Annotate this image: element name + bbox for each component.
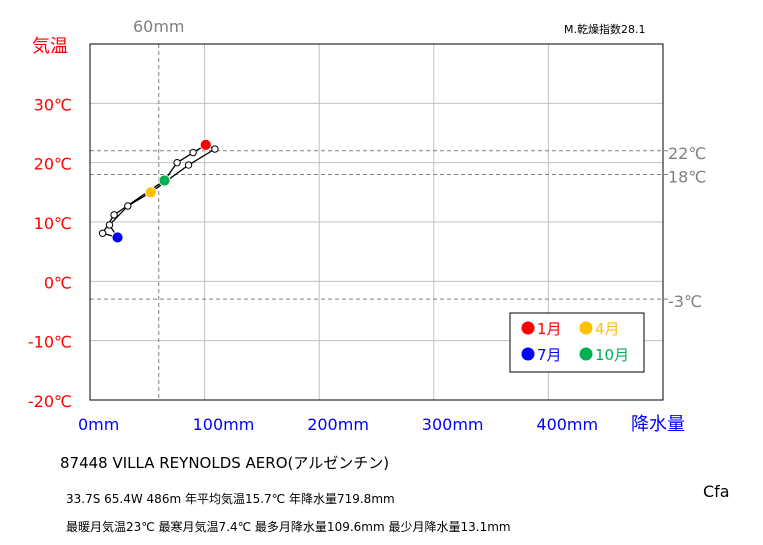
plot-frame [89,43,664,401]
legend: 1月 4月 7月 10月 [509,312,645,373]
y-tick-label: -20℃ [28,392,72,411]
reference-lines: 60mm 22℃ 18℃ -3℃ [90,17,706,400]
station-info-line1: 33.7S 65.4W 486m 年平均気温15.7℃ 年降水量719.8mm [66,492,395,506]
data-point-month-10 [158,174,171,187]
tick-labels: 0mm 100mm 200mm 300mm 400mm 30℃ 20℃ 10℃ 0℃ -10℃ -2… [28,95,598,434]
x-tick-label: 300mm [422,415,484,434]
climate-class: Cfa [703,482,730,501]
legend-marker-1 [521,321,535,335]
data-point-month-9 [110,211,118,219]
legend-label-1: 1月 [537,320,562,338]
station-info-line2: 最暖月気温23℃ 最寒月気温7.4℃ 最多月降水量109.6mm 最少月降水量1… [66,520,511,534]
reference-label-horizontal: -3℃ [668,292,702,311]
legend-marker-10 [579,347,593,361]
data-point-month-11 [173,158,181,167]
data-point-month-1 [199,138,212,151]
aridity-index: M.乾燥指数28.1 [564,22,645,36]
y-tick-label: 30℃ [34,95,72,114]
legend-label-10: 10月 [595,346,629,364]
data-point-month-12 [189,148,197,157]
y-tick-label: 10℃ [34,214,72,233]
x-axis-label: 降水量 [631,414,685,435]
y-tick-label: -10℃ [28,333,72,352]
data-point-month-6 [105,221,114,229]
x-tick-label: 200mm [307,415,369,434]
legend-marker-4 [579,321,593,335]
climograph-series [98,138,219,244]
x-tick-label: 0mm [78,415,119,434]
station-title: 87448 VILLA REYNOLDS AERO(アルゼンチン) [60,454,390,472]
data-point-month-3 [184,161,193,169]
y-axis-label: 気温 [32,36,68,57]
data-point-month-2 [211,145,219,153]
reference-label-horizontal: 22℃ [668,144,706,163]
y-tick-label: 20℃ [34,155,72,174]
x-tick-label: 100mm [193,415,255,434]
legend-label-4: 4月 [595,320,620,338]
data-point-month-7 [111,231,124,244]
reference-label-horizontal: 18℃ [668,168,706,187]
legend-box [509,312,645,373]
legend-marker-7 [521,347,535,361]
y-tick-label: 0℃ [44,273,72,292]
legend-label-7: 7月 [537,346,562,364]
x-tick-label: 400mm [536,415,598,434]
data-point-month-8 [98,229,107,237]
data-point-month-4 [144,186,157,199]
data-point-month-5 [124,202,132,210]
reference-label-vertical: 60mm [133,17,185,36]
